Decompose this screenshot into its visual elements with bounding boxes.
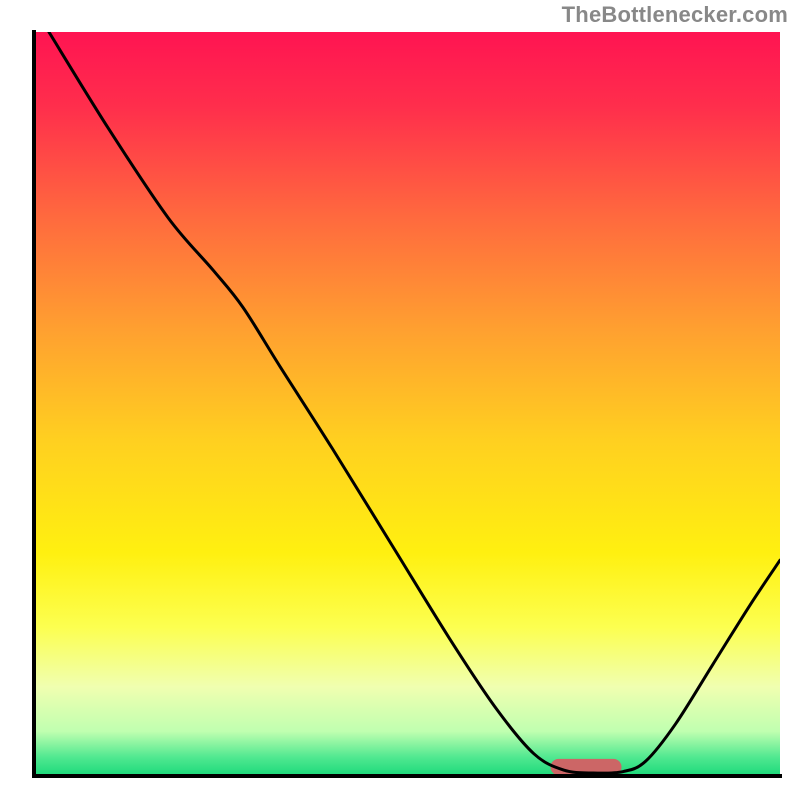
watermark-text: TheBottlenecker.com bbox=[562, 2, 788, 28]
chart-background bbox=[34, 32, 780, 776]
chart-container: { "watermark": { "text": "TheBottlenecke… bbox=[0, 0, 800, 800]
bottleneck-chart bbox=[0, 0, 800, 800]
